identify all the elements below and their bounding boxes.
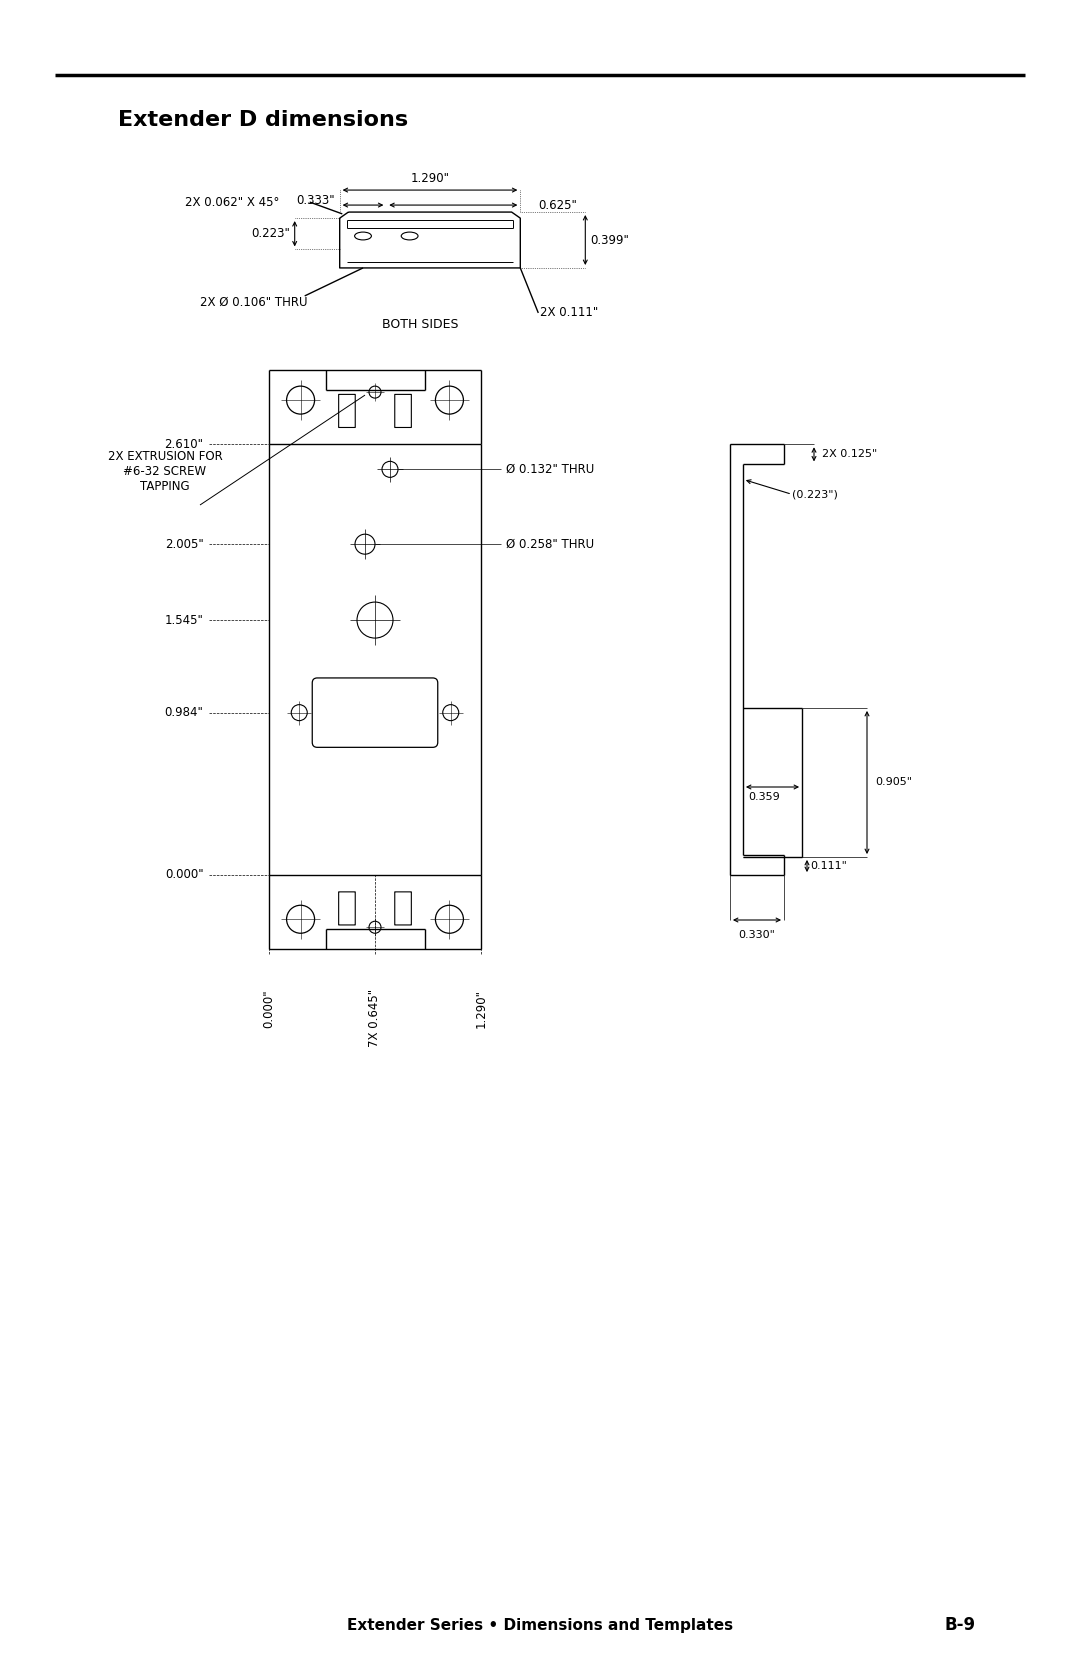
Text: 2.610": 2.610": [164, 437, 203, 451]
Text: 0.333": 0.333": [296, 194, 335, 207]
Text: BOTH SIDES: BOTH SIDES: [381, 317, 458, 330]
Text: B-9: B-9: [944, 1616, 975, 1634]
Text: 0.905": 0.905": [875, 778, 912, 788]
Text: 2X EXTRUSION FOR
#6-32 SCREW
TAPPING: 2X EXTRUSION FOR #6-32 SCREW TAPPING: [108, 451, 222, 492]
Text: 0.223": 0.223": [251, 227, 289, 240]
Text: 0.111": 0.111": [810, 861, 847, 871]
Text: Extender D dimensions: Extender D dimensions: [118, 110, 408, 130]
Text: Ø 0.132" THRU: Ø 0.132" THRU: [507, 462, 595, 476]
Text: Extender Series • Dimensions and Templates: Extender Series • Dimensions and Templat…: [347, 1617, 733, 1632]
Text: 2X 0.125": 2X 0.125": [822, 449, 877, 459]
Text: 2.005": 2.005": [165, 537, 203, 551]
Text: 1.290": 1.290": [410, 172, 449, 185]
Text: 2X Ø 0.106" THRU: 2X Ø 0.106" THRU: [200, 295, 307, 309]
Text: (0.223"): (0.223"): [792, 489, 838, 499]
Text: 1.545": 1.545": [164, 614, 203, 626]
Text: 0.399": 0.399": [591, 234, 630, 247]
Text: 0.984": 0.984": [164, 706, 203, 719]
Text: 2X 0.111": 2X 0.111": [540, 307, 598, 319]
Text: 0.000": 0.000": [165, 868, 203, 881]
Text: 7X 0.645": 7X 0.645": [368, 990, 381, 1048]
Text: Ø 0.258" THRU: Ø 0.258" THRU: [507, 537, 595, 551]
Text: 0.330": 0.330": [739, 930, 775, 940]
Text: 0.359: 0.359: [748, 793, 780, 803]
Text: 0.000": 0.000": [262, 990, 275, 1028]
Text: 0.625": 0.625": [538, 199, 577, 212]
Text: 1.290": 1.290": [475, 990, 488, 1028]
Text: 2X 0.062" X 45°: 2X 0.062" X 45°: [185, 195, 279, 209]
